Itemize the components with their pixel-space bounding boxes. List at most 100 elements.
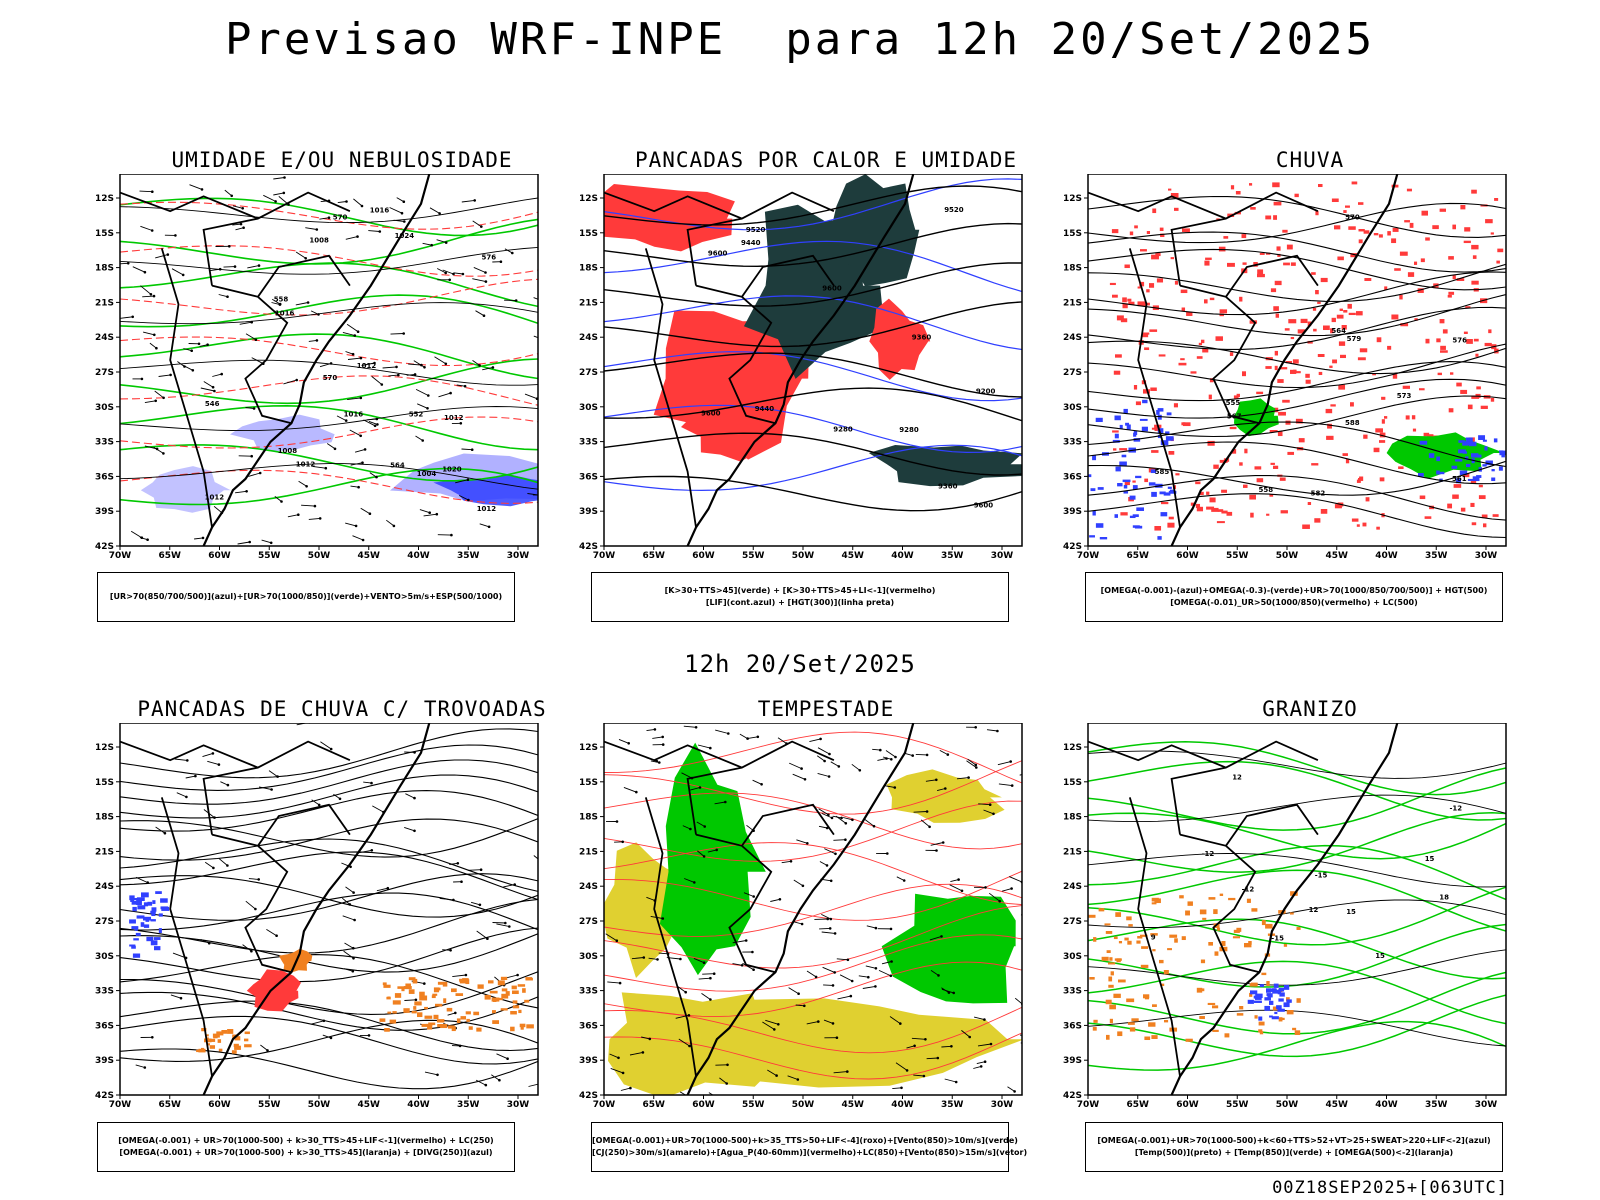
lon-tick-label: 30W xyxy=(507,551,530,561)
lon-tick-label: 35W xyxy=(457,1100,480,1110)
contour-label: 570 xyxy=(333,213,348,221)
lat-tick-label: 12S xyxy=(1063,194,1082,204)
lat-tick-label: 42S xyxy=(579,1091,598,1101)
lat-tick-label: 36S xyxy=(95,472,114,482)
legend-line: [OMEGA(-0.001) + UR>70(1000-500) + k>30_… xyxy=(118,1136,494,1145)
lat-tick-label: 36S xyxy=(579,1021,598,1031)
map-content xyxy=(604,723,1022,1095)
contour-label: 9600 xyxy=(701,409,721,417)
lat-tick-label: 39S xyxy=(1063,507,1082,517)
contour-label: 1008 xyxy=(278,447,298,455)
lat-tick-label: 36S xyxy=(95,1021,114,1031)
contour-label: 552 xyxy=(409,411,424,419)
lon-tick-label: 45W xyxy=(358,551,381,561)
lon-tick-label: 45W xyxy=(1326,551,1349,561)
legend-chuva: [OMEGA(-0.001)-(azul)+OMEGA(-0.3)-(verde… xyxy=(1085,572,1503,622)
lon-tick-label: 65W xyxy=(643,1100,666,1110)
contour-label: 588 xyxy=(1345,419,1360,427)
panel-title: GRANIZO xyxy=(1262,697,1358,721)
contour-label: 9440 xyxy=(741,239,761,247)
lat-tick-label: 27S xyxy=(579,368,598,378)
lon-tick-label: 70W xyxy=(593,1100,616,1110)
lon-tick-label: 70W xyxy=(1077,1100,1100,1110)
lon-tick-label: 70W xyxy=(593,551,616,561)
contour-labels: 9600 9600 9600 9520 9440 9360 9280 9520 9440 9360… xyxy=(701,206,996,509)
lat-tick-label: 42S xyxy=(95,1091,114,1101)
contour-label: 12 xyxy=(1232,773,1242,781)
legend-umidade: [UR>70(850/700/500)](azul)+[UR>70(1000/8… xyxy=(97,572,515,622)
panel-title: TEMPESTADE xyxy=(757,697,895,721)
contour-label: 1012 xyxy=(444,414,464,422)
lon-tick-label: 65W xyxy=(1127,1100,1150,1110)
contour-label: 1012 xyxy=(477,505,497,513)
coastline xyxy=(604,723,915,1095)
map-content xyxy=(120,723,538,1095)
map-border xyxy=(1087,723,1507,1096)
lon-tick-label: 30W xyxy=(991,551,1014,561)
lat-tick-label: 18S xyxy=(95,264,114,274)
lat-tick-label: 33S xyxy=(579,438,598,448)
lat-tick-label: 27S xyxy=(95,917,114,927)
contour-label: 9520 xyxy=(746,226,766,234)
lat-tick-label: 15S xyxy=(1063,778,1082,788)
lat-tick-label: 12S xyxy=(1063,743,1082,753)
panel-title: UMIDADE E/OU NEBULOSIDADE xyxy=(171,148,513,172)
footer-run-info: 00Z18SEP2025+[063UTC] xyxy=(1272,1178,1508,1198)
contour-label: 576 xyxy=(482,254,497,262)
contour-label: 9440 xyxy=(755,405,775,413)
contour-label: -15 xyxy=(1315,872,1328,880)
lon-tick-label: 35W xyxy=(1425,1100,1448,1110)
map-border xyxy=(1087,174,1507,547)
lat-tick-label: 30S xyxy=(1063,403,1082,413)
contour-label: 9360 xyxy=(912,334,932,342)
lat-tick-label: 39S xyxy=(95,507,114,517)
lat-tick-label: 24S xyxy=(95,882,114,892)
lon-tick-label: 50W xyxy=(1276,1100,1299,1110)
contour-label: 1024 xyxy=(395,232,415,240)
lon-tick-label: 60W xyxy=(692,551,715,561)
lat-tick-label: 21S xyxy=(1063,847,1082,857)
contour-label: 579 xyxy=(1347,335,1362,343)
contour-label: -12 xyxy=(1242,886,1255,894)
contour-labels: 1012 1012 1012 1016 1008 1016 1020 1024 1004 1008… xyxy=(205,207,497,513)
lat-tick-label: 33S xyxy=(579,987,598,997)
panel-tempestade: TEMPESTADE 12S 15S 18S 21S 24S 27S 30S 33S 36S 39… xyxy=(576,697,1076,1197)
map-content: 9600 9600 9600 9520 9440 9360 9280 9520 9440 9360… xyxy=(604,174,1022,546)
contour-label: 570 xyxy=(1345,213,1360,221)
contour-label: 9600 xyxy=(974,501,994,509)
lat-tick-label: 21S xyxy=(1063,298,1082,308)
contour-label: -12 xyxy=(1450,805,1463,813)
legend-line: [OMEGA(-0.001)-(azul)+OMEGA(-0.3)-(verde… xyxy=(1100,586,1488,595)
lat-tick-label: 18S xyxy=(1063,813,1082,823)
lat-tick-label: 15S xyxy=(95,778,114,788)
contour-label: 564 xyxy=(1331,327,1346,335)
contour-label: -12 xyxy=(1202,850,1215,858)
panel-umidade: UMIDADE E/OU NEBULOSIDADE 1012 1012 1012 10… xyxy=(92,148,592,648)
lat-tick-label: 42S xyxy=(579,542,598,552)
contour-label: 9200 xyxy=(976,387,996,395)
lat-tick-label: 21S xyxy=(95,847,114,857)
lat-tick-label: 30S xyxy=(95,403,114,413)
lat-tick-label: 15S xyxy=(1063,229,1082,239)
lon-tick-label: 55W xyxy=(742,551,765,561)
legend-line: [K>30+TTS>45](verde) + [K>30+TTS>45+LI<-… xyxy=(664,586,936,595)
legend-line: [OMEGA(-0.001) + UR>70(1000-500) + k>30_… xyxy=(119,1148,493,1157)
lon-tick-label: 70W xyxy=(109,551,132,561)
lat-tick-label: 21S xyxy=(579,847,598,857)
lat-tick-label: 15S xyxy=(579,778,598,788)
lon-tick-label: 30W xyxy=(991,1100,1014,1110)
lat-tick-label: 24S xyxy=(579,333,598,343)
contour-label: -15 xyxy=(1271,934,1284,942)
legend-line: [OMEGA(-0.01)_UR>50(1000/850)(vermelho) … xyxy=(1170,598,1418,607)
contour-label: 1020 xyxy=(442,465,462,473)
panel-granizo: GRANIZO -12 -12 -15 -12 -15 15 18 15 12 9 12 15 12S 1… xyxy=(1060,697,1560,1197)
lon-tick-label: 30W xyxy=(1475,551,1498,561)
lon-tick-label: 55W xyxy=(258,1100,281,1110)
lon-tick-label: 50W xyxy=(308,551,331,561)
lon-tick-label: 55W xyxy=(1226,551,1249,561)
